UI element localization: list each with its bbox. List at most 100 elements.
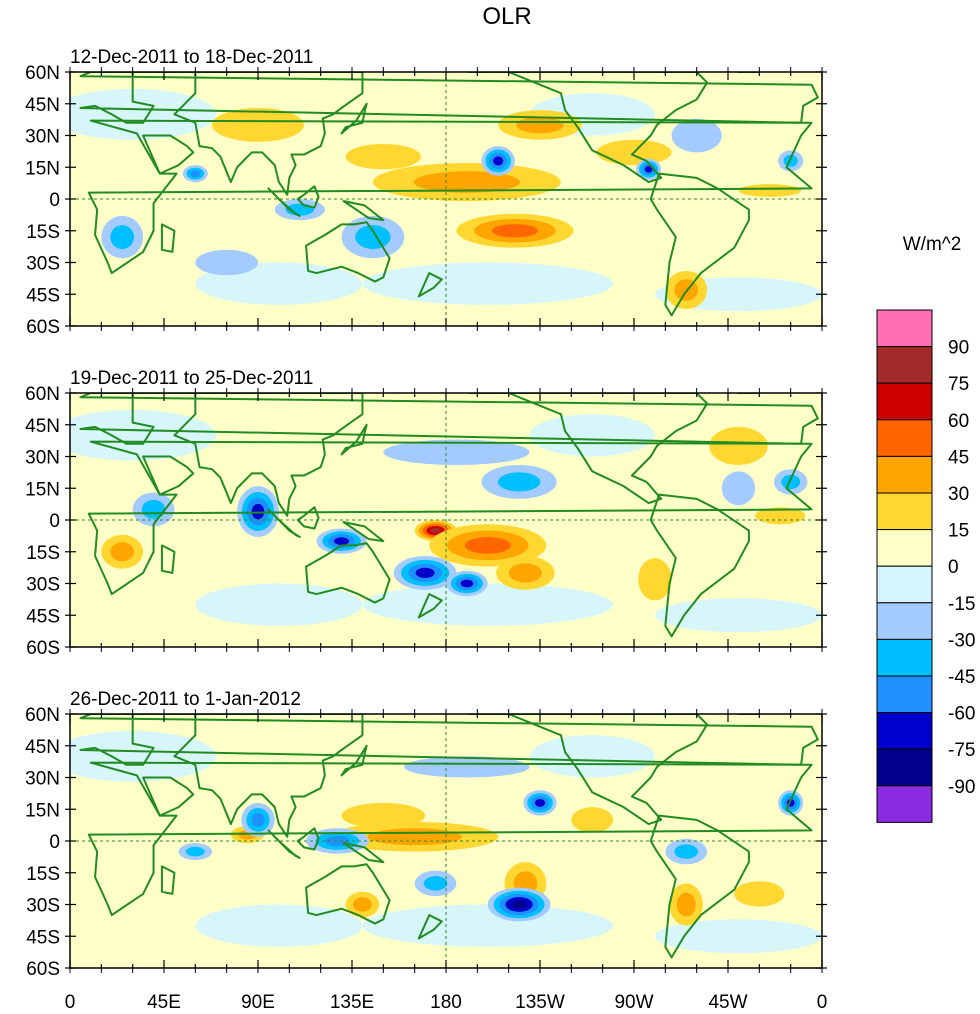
- x-tick-label: 45W: [708, 992, 747, 1013]
- x-tick-label: 90W: [614, 992, 653, 1013]
- y-tick-label: 45S: [26, 285, 60, 306]
- coastline: [131, 393, 364, 517]
- colorbar-label: 90: [948, 338, 969, 359]
- anomaly-blob: [178, 843, 213, 861]
- coastlines: [79, 72, 819, 317]
- coastline: [340, 423, 368, 456]
- y-tick-label: 60S: [26, 317, 60, 338]
- anomaly-blob: [734, 881, 785, 907]
- anomaly-blob: [636, 158, 662, 180]
- anomaly-contour: [341, 802, 426, 829]
- anomaly-contour: [190, 170, 201, 177]
- coastline: [296, 506, 320, 530]
- anomaly-blob: [671, 118, 722, 153]
- anomaly-blob: [101, 215, 144, 259]
- anomaly-contour: [734, 881, 785, 907]
- colorbar-label: 60: [948, 411, 969, 432]
- coastline: [79, 393, 819, 445]
- x-tick-label: 135E: [330, 992, 374, 1013]
- coastline: [417, 914, 443, 940]
- anomaly-blob: [669, 883, 703, 926]
- anomaly-blob: [709, 426, 768, 465]
- y-tick-label: 15S: [26, 222, 60, 243]
- y-tick-label: 45S: [26, 927, 60, 948]
- panels: 60N 45N 30N 15N 0 15S 30S 45S 60S 12-Dec-2011 to …: [25, 47, 827, 980]
- x-tick-label: 135W: [515, 992, 565, 1013]
- colorbar-label: 75: [948, 374, 969, 395]
- anomaly-blob: [404, 756, 530, 778]
- colorbar-swatch: [876, 602, 933, 640]
- anomaly-contour: [383, 439, 530, 465]
- coastline: [305, 863, 391, 925]
- colorbar-swatch: [876, 529, 933, 567]
- y-tick-label: 0: [49, 832, 60, 853]
- anomaly-blob: [212, 107, 304, 142]
- coastline: [467, 72, 709, 184]
- coastline: [87, 440, 813, 596]
- y-tick-label: 45N: [25, 737, 60, 758]
- panel-subtitle: 19-Dec-2011 to 25-Dec-2011: [70, 368, 313, 389]
- y-tick-label: 45N: [25, 95, 60, 116]
- anomaly-blob: [393, 555, 457, 590]
- anomaly-contour: [415, 567, 435, 579]
- anomaly-contour: [404, 756, 530, 778]
- coastline: [160, 544, 176, 574]
- anomaly-contour: [674, 844, 699, 859]
- colorbar-swatch: [876, 419, 933, 457]
- anomaly-layer: [70, 72, 822, 317]
- anomaly-blob: [132, 492, 175, 527]
- anomaly-blob: [372, 163, 561, 202]
- anomaly-blob: [241, 802, 275, 837]
- panel-subtitle: 26-Dec-2011 to 1-Jan-2012: [70, 689, 301, 710]
- anomaly-contour: [460, 579, 474, 588]
- coastline: [131, 72, 364, 196]
- y-tick-label: 15N: [25, 800, 60, 821]
- colorbar-label: -30: [948, 630, 975, 651]
- anomaly-blob: [446, 570, 488, 597]
- anomaly-contour: [516, 116, 564, 134]
- coastline: [267, 508, 301, 538]
- anomaly-contour: [251, 503, 265, 520]
- anomaly-blob: [237, 486, 279, 537]
- colorbar-swatch: [876, 492, 933, 531]
- anomaly-blob: [773, 469, 808, 495]
- anomaly-contour: [141, 499, 166, 519]
- x-tick-label: 45E: [147, 992, 181, 1013]
- y-tick-label: 15S: [26, 864, 60, 885]
- colorbar-label: 45: [948, 447, 969, 468]
- anomaly-background-blob: [529, 414, 655, 457]
- coastline: [296, 827, 320, 851]
- anomaly-blob: [456, 213, 574, 248]
- x-axis-labels: 0 45E 90E 135E 180 135W 90W 45W 0: [65, 992, 828, 1013]
- anomaly-contour: [534, 799, 546, 807]
- coastline: [267, 187, 301, 217]
- anomaly-contour: [644, 166, 653, 173]
- anomaly-blob: [345, 143, 421, 170]
- anomaly-contour: [345, 143, 421, 170]
- anomaly-background-blob: [654, 598, 822, 633]
- anomaly-contour: [676, 892, 696, 917]
- colorbar-swatch: [876, 382, 933, 421]
- coastline: [305, 221, 391, 283]
- coastline: [417, 272, 443, 298]
- anomaly-contour: [493, 156, 504, 166]
- colorbar-swatch: [876, 346, 933, 384]
- anomaly-contour: [413, 171, 521, 193]
- colorbar-label: -15: [948, 594, 975, 615]
- anomaly-blob: [345, 891, 380, 918]
- coastline: [340, 102, 368, 135]
- anomaly-background-blob: [70, 730, 217, 782]
- x-tick-label: 0: [817, 992, 828, 1013]
- colorbar-swatch: [876, 309, 933, 348]
- anomaly-contour: [352, 897, 372, 912]
- y-tick-label: 30N: [25, 448, 60, 469]
- anomaly-background-blob: [195, 904, 363, 947]
- anomaly-contour: [464, 537, 511, 554]
- anomaly-contour: [638, 558, 672, 601]
- x-tick-label: 90E: [241, 992, 275, 1013]
- anomaly-blob: [481, 146, 515, 176]
- anomaly-blob: [738, 184, 802, 197]
- anomaly-contour: [671, 118, 722, 153]
- coastline: [467, 714, 709, 826]
